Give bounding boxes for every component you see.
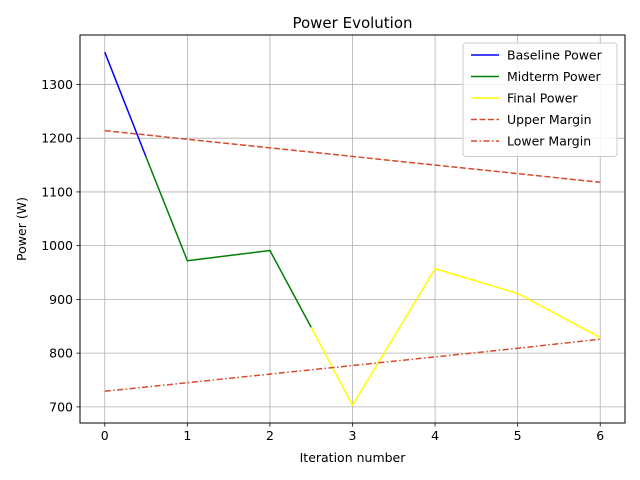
baseline-power-line: [104, 51, 147, 158]
x-tick-label: 5: [514, 428, 522, 443]
series-lines: [104, 51, 601, 407]
midterm-power-line: [145, 156, 312, 328]
x-tick-label: 3: [349, 428, 357, 443]
upper-margin-line: [104, 129, 601, 183]
y-tick-label: 1000: [41, 238, 73, 253]
y-tick-label: 1300: [41, 77, 73, 92]
legend-label: Final Power: [507, 91, 578, 106]
grid: [80, 35, 625, 423]
legend: Baseline Power Midterm Power Final Power Up…: [462, 42, 618, 157]
x-tick-label: 4: [431, 428, 439, 443]
x-axis-title: Iteration number: [300, 450, 407, 465]
y-tick-label: 1200: [41, 131, 73, 146]
legend-label: Lower Margin: [507, 134, 591, 149]
x-tick-label: 1: [183, 428, 191, 443]
y-axis-title: Power (W): [14, 197, 29, 261]
y-tick-label: 900: [49, 292, 73, 307]
legend-label: Upper Margin: [507, 112, 592, 127]
legend-box: [462, 42, 618, 157]
x-tick-label: 6: [596, 428, 604, 443]
y-tick-label: 700: [49, 399, 73, 414]
y-tick-label: 1100: [41, 184, 73, 199]
chart-title: Power Evolution: [292, 14, 412, 32]
x-tick-label: 0: [101, 428, 109, 443]
legend-label: Midterm Power: [507, 69, 602, 84]
y-tick-label: 800: [49, 346, 73, 361]
lower-margin-line: [104, 338, 601, 393]
legend-label: Baseline Power: [507, 48, 603, 63]
final-power-line: [310, 268, 601, 407]
x-tick-label: 2: [266, 428, 274, 443]
axis-ticks: 0 1 2 3 4 5 6 700 800 900 1000 1100 1200 1300: [41, 77, 604, 443]
